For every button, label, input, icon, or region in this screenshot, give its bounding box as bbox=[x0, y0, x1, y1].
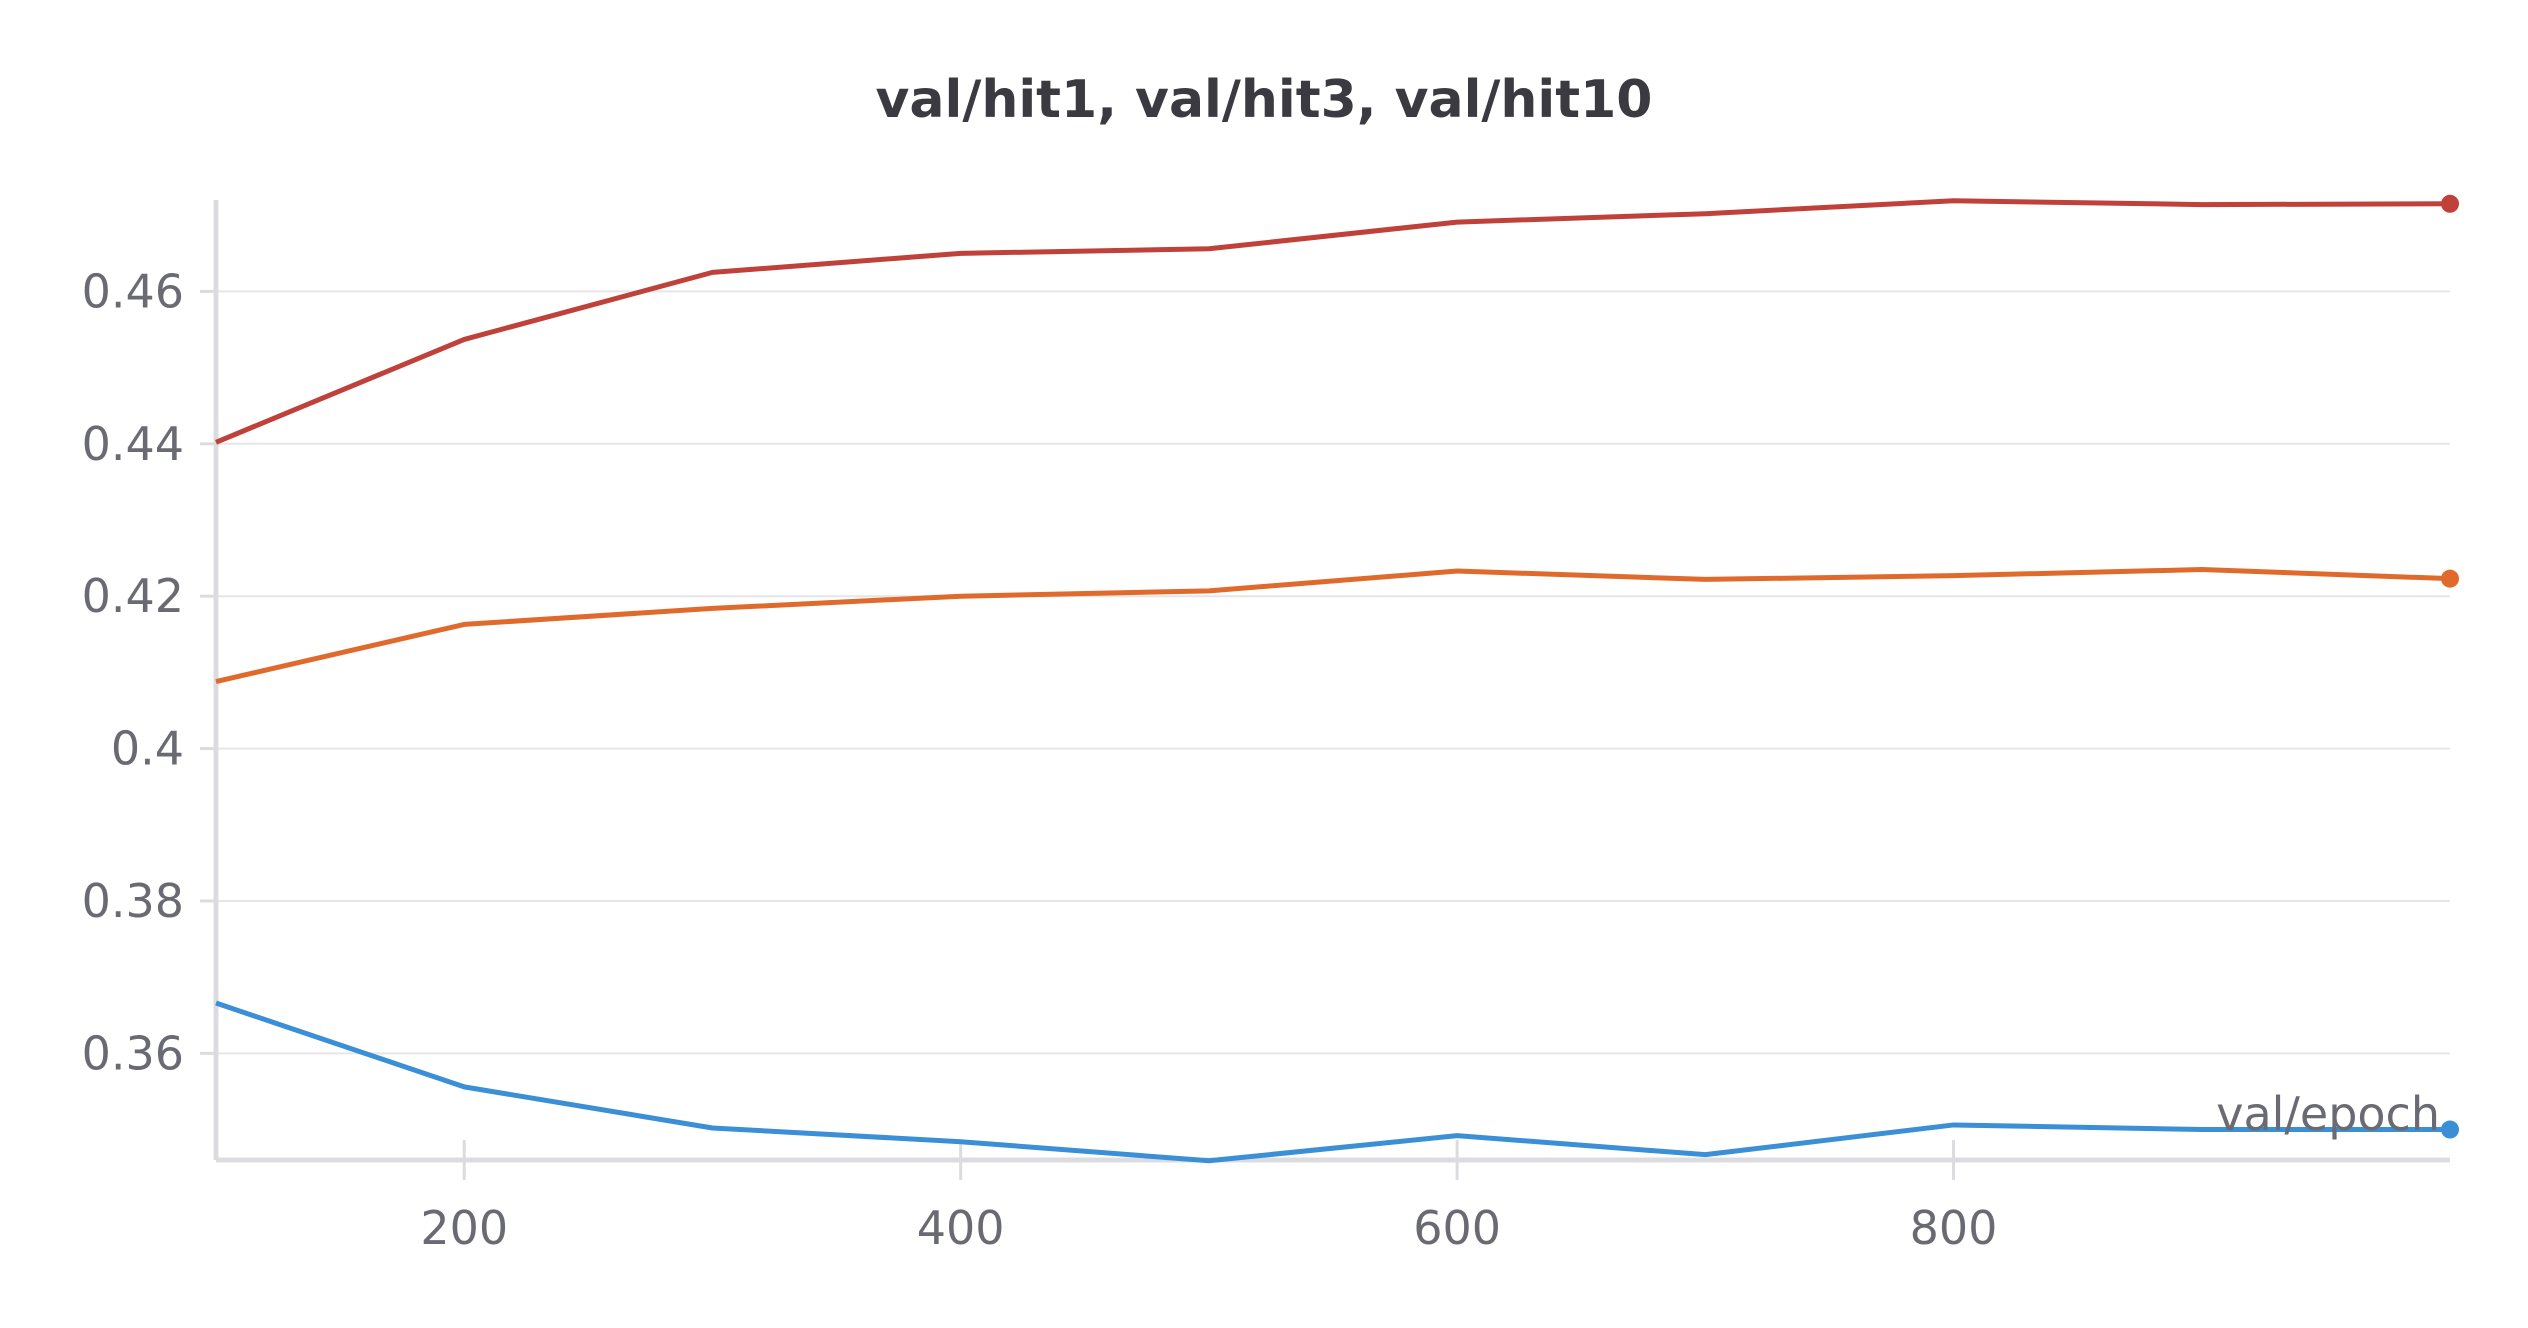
y-tick-label: 0.4 bbox=[111, 722, 184, 776]
y-tick-label: 0.46 bbox=[82, 264, 184, 318]
x-tick-label: 200 bbox=[420, 1201, 508, 1255]
series-endpoints bbox=[2441, 194, 2459, 1139]
gridlines bbox=[216, 290, 2450, 1055]
series-lines bbox=[215, 198, 2451, 1164]
y-axis-ticks: 0.36 0.38 0.4 0.42 0.44 0.46 bbox=[82, 264, 216, 1080]
series-endpoint-1 bbox=[2441, 194, 2459, 213]
series-line-1 bbox=[215, 198, 2451, 445]
axes bbox=[213, 200, 2450, 1163]
chart-title: val/hit1, val/hit3, val/hit10 bbox=[875, 70, 1653, 130]
y-tick-label: 0.44 bbox=[82, 417, 184, 471]
y-tick-label: 0.42 bbox=[82, 569, 184, 623]
series-line-3 bbox=[215, 1000, 2450, 1164]
x-tick-label: 600 bbox=[1413, 1201, 1501, 1255]
series-endpoint-3 bbox=[2441, 1120, 2459, 1139]
series-endpoint-2 bbox=[2441, 569, 2459, 588]
y-tick-label: 0.36 bbox=[82, 1026, 184, 1080]
x-axis-ticks: 200 400 600 800 bbox=[420, 1140, 1997, 1255]
x-tick-label: 800 bbox=[1910, 1201, 1998, 1255]
series-line-2 bbox=[215, 567, 2451, 684]
x-axis-label: val/epoch bbox=[2216, 1087, 2440, 1141]
x-tick-label: 400 bbox=[917, 1201, 1005, 1255]
y-tick-label: 0.38 bbox=[82, 874, 184, 928]
